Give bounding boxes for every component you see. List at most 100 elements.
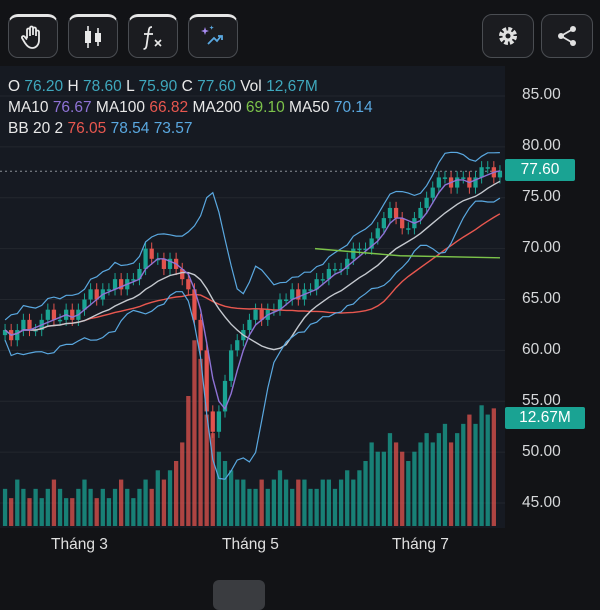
bb-line: BB 20 2 76.05 78.54 73.57: [8, 118, 373, 139]
volume-bar: [228, 470, 234, 526]
candle-body: [259, 309, 264, 320]
share-icon: [558, 26, 576, 46]
candle-body: [442, 177, 448, 179]
volume-bar: [155, 470, 160, 526]
candle-body: [235, 340, 240, 351]
period-selected[interactable]: [213, 580, 265, 610]
candle-body: [332, 268, 338, 271]
candle-body: [283, 299, 289, 301]
candle-body: [88, 289, 93, 300]
volume-bar: [167, 470, 173, 526]
candle-body: [192, 289, 197, 320]
candle-body: [375, 228, 380, 239]
volume-bar: [161, 479, 167, 526]
candle-body: [27, 319, 32, 331]
candle-body: [82, 299, 87, 310]
low-label: L: [126, 78, 135, 95]
candle-body: [15, 330, 20, 341]
candle-body: [345, 258, 350, 269]
volume-bar: [15, 479, 20, 526]
share-button[interactable]: [541, 14, 593, 58]
volume-bar: [235, 479, 240, 526]
volume-bar: [412, 451, 417, 526]
function-icon: [143, 26, 162, 50]
candle-body: [222, 380, 228, 412]
volume-bar: [314, 488, 319, 526]
price-tick: 80.00: [522, 137, 561, 154]
volume-bar: [173, 461, 179, 526]
candle-body: [216, 411, 222, 432]
candlestick-button[interactable]: [68, 14, 118, 58]
candle-body: [277, 299, 283, 310]
candle-body: [21, 319, 26, 331]
x-tick-may: Tháng 5: [222, 536, 279, 553]
volume-bar: [375, 451, 380, 526]
volume-bar: [143, 479, 148, 526]
function-button[interactable]: [128, 14, 178, 58]
gear-icon: [499, 27, 517, 45]
ma200-label: MA200: [192, 99, 242, 116]
volume-bar: [70, 498, 75, 526]
volume-bar: [400, 451, 405, 526]
volume-bar: [436, 433, 441, 526]
volume-bar: [259, 479, 264, 526]
volume-bar: [442, 423, 448, 526]
candle-body: [400, 218, 405, 229]
volume-bar: [39, 498, 44, 526]
volume-bar: [82, 479, 87, 526]
bb-mid-value: 78.54: [110, 120, 150, 137]
volume-value: 12,67M: [266, 78, 318, 95]
bb-lower-line: [4, 197, 501, 480]
candle-body: [406, 228, 411, 230]
magic-wand-button[interactable]: [188, 14, 238, 58]
candle-body: [161, 258, 167, 269]
candle-body: [149, 248, 154, 259]
hand-tool-button[interactable]: [8, 14, 58, 58]
candle-body: [387, 207, 393, 219]
candle-body: [94, 289, 99, 300]
candle-body: [70, 309, 75, 320]
volume-bar: [149, 488, 154, 526]
ma10-value: 76.67: [52, 99, 92, 116]
candle-body: [436, 177, 441, 188]
volume-bar: [455, 433, 460, 526]
volume-bar: [222, 461, 228, 526]
candle-body: [51, 309, 57, 320]
chart-canvas[interactable]: [0, 66, 600, 562]
candle-body: [2, 330, 8, 336]
candle-body: [106, 289, 112, 291]
volume-bar: [57, 488, 63, 526]
candle-body: [253, 309, 258, 320]
ma50-label: MA50: [289, 99, 330, 116]
volume-bar: [357, 470, 362, 526]
price-tick: 60.00: [522, 341, 561, 358]
price-tick: 65.00: [522, 290, 561, 307]
volume-bar: [198, 358, 203, 526]
price-chart[interactable]: O 76.20 H 78.60 L 75.90 C 77.60 Vol 12,6…: [0, 66, 600, 562]
open-label: O: [8, 78, 21, 95]
volume-bar: [467, 414, 472, 526]
candle-body: [180, 268, 185, 280]
magic-wand-icon: [201, 25, 223, 45]
candle-body: [326, 268, 332, 280]
x-tick-july: Tháng 7: [392, 536, 449, 553]
hand-tool-icon: [21, 25, 40, 49]
volume-bar: [216, 451, 222, 526]
candle-body: [338, 268, 344, 271]
candle-body: [418, 207, 423, 219]
volume-bar: [192, 340, 197, 526]
volume-bar: [308, 488, 313, 526]
volume-bar: [180, 442, 185, 526]
volume-bar: [283, 479, 289, 526]
volume-bar: [253, 488, 258, 526]
candle-body: [112, 279, 118, 290]
volume-bar: [241, 479, 246, 526]
volume-bar: [473, 423, 478, 526]
settings-button[interactable]: [482, 14, 534, 58]
candle-body: [247, 319, 252, 331]
volume-bar: [137, 488, 142, 526]
volume-bar: [393, 442, 399, 526]
ma50-value: 70.14: [333, 99, 373, 116]
volume-bar: [290, 488, 295, 526]
candle-body: [461, 177, 466, 179]
